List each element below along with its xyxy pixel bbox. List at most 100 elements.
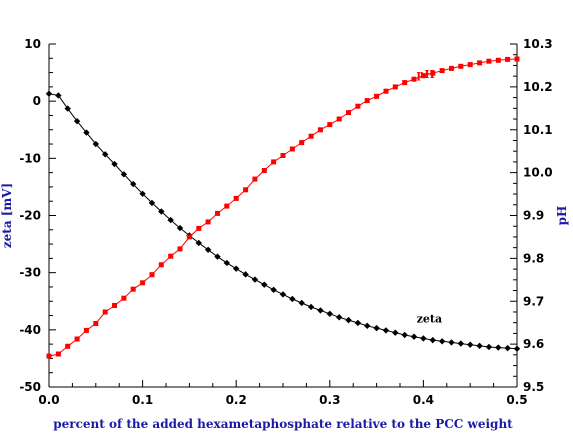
y-axis-left-title: zeta [mV] <box>0 183 14 248</box>
x-axis-title: percent of the added hexametaphosphate r… <box>53 417 513 431</box>
zeta-data-point <box>485 343 493 351</box>
zeta-data-point <box>101 151 109 158</box>
ph-data-point <box>411 76 417 82</box>
zeta-data-point <box>354 319 362 327</box>
ph-data-point <box>271 159 277 165</box>
ph-data-point <box>130 286 136 292</box>
ph-data-point <box>168 253 174 259</box>
zeta-data-point <box>289 295 296 303</box>
ph-data-point <box>514 56 520 62</box>
zeta-data-point <box>420 335 427 342</box>
ph-data-point <box>364 98 370 104</box>
ph-data-point <box>392 84 398 90</box>
zeta-data-point <box>335 314 343 321</box>
zeta-series-line <box>48 93 518 350</box>
ph-data-point <box>55 351 61 357</box>
zeta-data-point <box>45 90 53 97</box>
y-left-tick-label: -40 <box>19 323 41 337</box>
y-right-tick-label: 9.6 <box>523 337 544 351</box>
y-right-tick-label: 9.5 <box>523 380 544 394</box>
ph-series-label: pH <box>417 68 435 81</box>
ph-data-point <box>280 153 286 158</box>
zeta-data-point <box>130 180 137 188</box>
ph-data-point <box>317 127 323 133</box>
ph-data-point <box>477 60 483 66</box>
ph-data-point <box>299 140 305 146</box>
zeta-data-point <box>410 333 418 340</box>
zeta-data-point <box>438 338 446 345</box>
zeta-data-point <box>429 336 436 344</box>
zeta-data-point <box>83 129 90 136</box>
ph-data-point <box>327 122 333 128</box>
zeta-data-point <box>167 216 174 224</box>
ph-data-point <box>467 62 473 68</box>
zeta-data-point <box>279 291 287 298</box>
zeta-data-point <box>223 259 231 267</box>
ph-data-point <box>74 336 80 342</box>
x-tick-label: 0.4 <box>413 393 434 407</box>
zeta-data-point <box>251 276 259 283</box>
x-tick-label: 0.2 <box>226 393 247 407</box>
zeta-data-point <box>326 310 333 318</box>
x-tick-label: 0.1 <box>132 393 153 407</box>
zeta-data-point <box>401 331 408 339</box>
ph-data-point <box>458 63 464 69</box>
zeta-data-point <box>261 281 268 288</box>
zeta-data-point <box>242 271 249 278</box>
y-left-tick-label: -20 <box>19 209 41 223</box>
y-right-tick-label: 10.3 <box>523 37 553 51</box>
y-right-tick-label: 10.2 <box>523 80 553 94</box>
ph-data-point <box>495 57 501 63</box>
zeta-data-point <box>495 344 502 351</box>
zeta-data-point <box>214 253 221 260</box>
ph-data-point <box>177 246 183 252</box>
ph-data-point <box>430 70 436 76</box>
zeta-data-point <box>139 190 146 197</box>
ph-data-point <box>449 65 454 71</box>
zeta-data-point <box>457 340 465 347</box>
ph-data-point <box>289 146 295 152</box>
y-axis-right-title: pH <box>555 206 569 226</box>
x-tick-label: 0.5 <box>506 393 527 407</box>
zeta-data-point <box>55 92 62 99</box>
zeta-data-point <box>111 160 118 168</box>
ph-data-point <box>505 56 511 62</box>
y-left-tick-label: -30 <box>19 266 41 280</box>
label-layer: 0.0 0.1 0.2 0.3 0.4 0.5 10 0 -10 -20 -30 -40 -50 10.3… <box>19 37 552 407</box>
ph-data-point <box>224 203 230 209</box>
zeta-data-point <box>317 307 324 314</box>
zeta-data-point <box>176 224 184 232</box>
y-left-tick-label: 0 <box>33 94 41 108</box>
ph-data-point <box>65 343 71 349</box>
ph-data-point <box>215 210 220 216</box>
ph-data-point <box>439 68 445 74</box>
y-right-tick-label: 9.9 <box>523 209 544 223</box>
x-tick-label: 0.0 <box>38 393 59 407</box>
ph-data-point <box>252 176 258 182</box>
ph-data-point <box>374 93 380 99</box>
ph-data-point <box>261 168 267 173</box>
zeta-data-point <box>148 199 156 207</box>
zeta-data-point <box>298 299 305 307</box>
ph-data-point <box>149 272 155 278</box>
zeta-data-point <box>270 286 277 294</box>
axes-layer <box>48 43 518 388</box>
zeta-data-point <box>73 117 81 125</box>
ph-data-point <box>243 187 249 193</box>
y-left-tick-label: -10 <box>19 151 41 165</box>
ph-data-point <box>402 80 408 86</box>
zeta-data-point <box>476 342 483 350</box>
ph-data-point <box>158 262 164 268</box>
y-left-tick-label: 10 <box>24 37 41 51</box>
ph-data-point <box>93 321 99 326</box>
zeta-data-point <box>513 345 521 352</box>
ph-data-point <box>205 219 211 225</box>
y-right-tick-label: 9.8 <box>523 251 544 265</box>
x-tick-label: 0.3 <box>319 393 340 407</box>
zeta-data-point <box>467 341 474 348</box>
ph-data-point <box>83 327 89 333</box>
ph-data-point <box>112 303 117 308</box>
ph-data-point <box>186 234 192 240</box>
